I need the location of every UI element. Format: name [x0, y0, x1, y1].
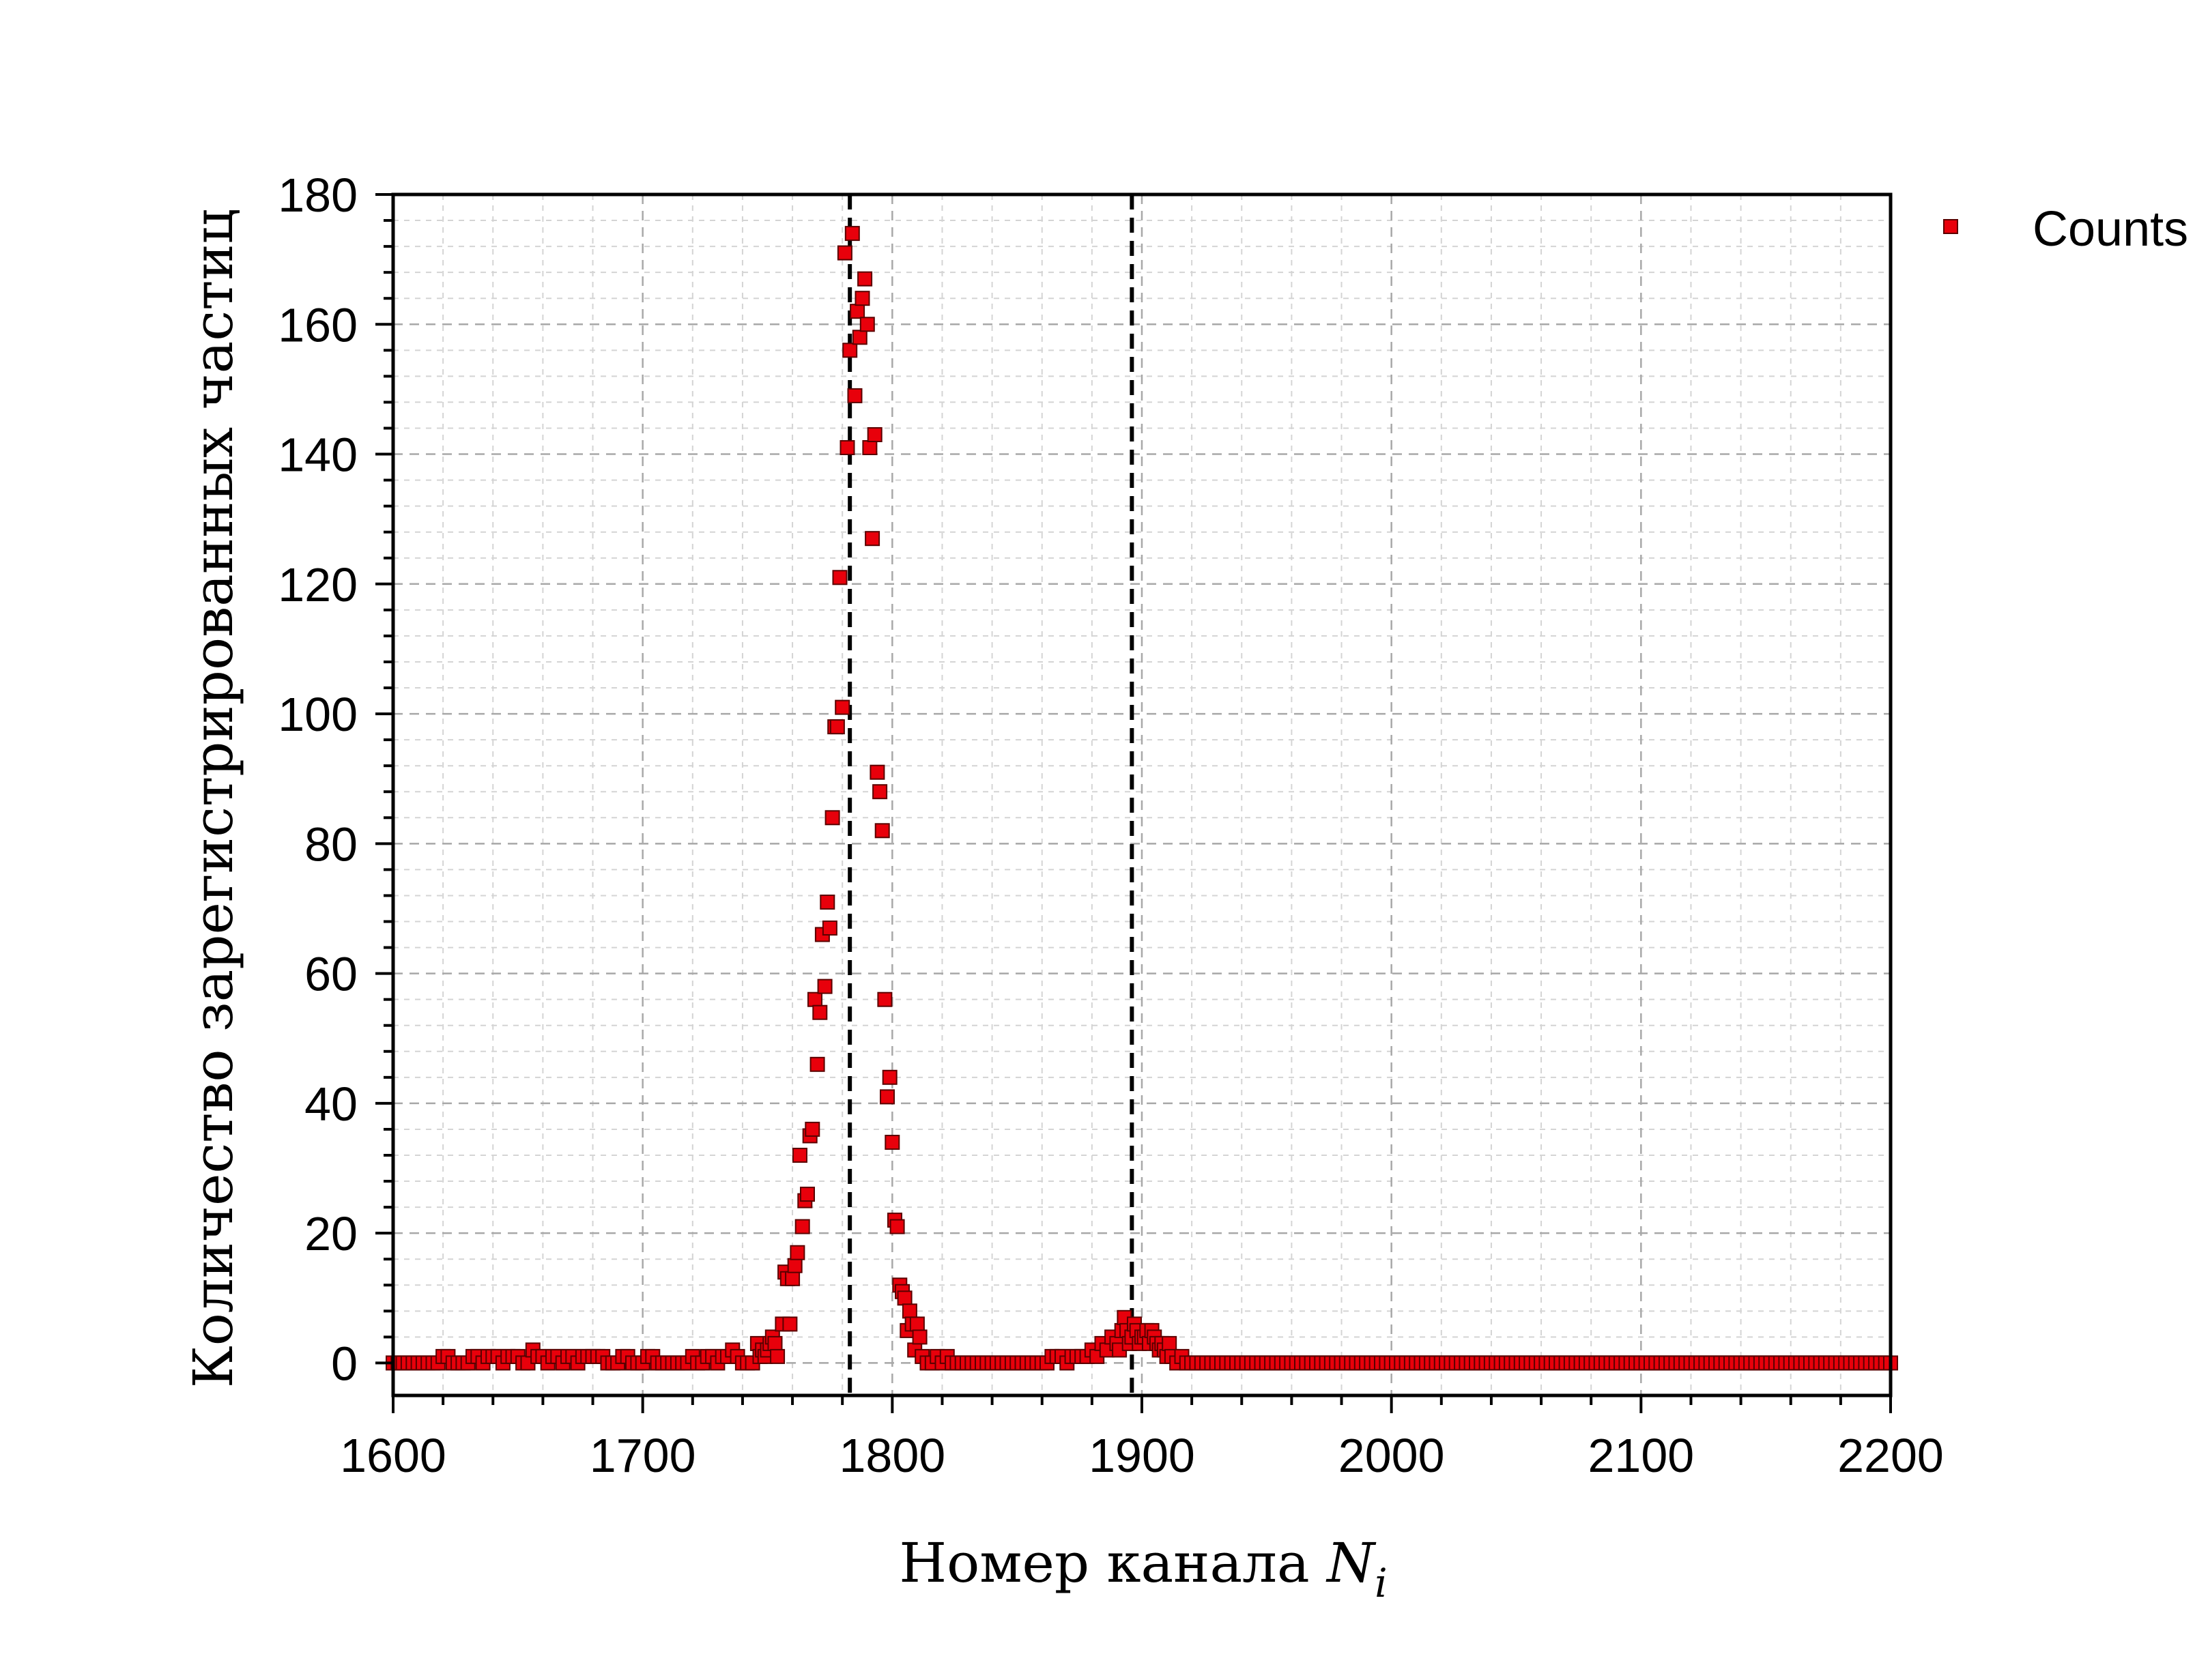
- x-tick-label: 2100: [1588, 1429, 1694, 1482]
- data-point: [872, 784, 888, 800]
- legend-label: Counts: [2033, 202, 2188, 257]
- data-point: [862, 440, 878, 455]
- y-tick-label: 0: [331, 1337, 358, 1390]
- y-tick-label: 140: [278, 429, 358, 482]
- data-point: [877, 991, 893, 1007]
- data-point: [1162, 1335, 1177, 1351]
- data-point: [812, 1004, 828, 1020]
- x-tick-label: 2200: [1837, 1429, 1944, 1482]
- data-point: [835, 699, 850, 715]
- x-axis-title: Номер канала Ni: [899, 1531, 1387, 1606]
- data-point: [800, 1187, 815, 1202]
- data-point: [822, 921, 837, 936]
- x-tick-label: 1700: [590, 1429, 696, 1482]
- data-point: [857, 271, 873, 287]
- data-point: [820, 895, 835, 910]
- data-point: [807, 991, 822, 1007]
- y-axis-title: Количество зарегистрированных частиц: [182, 209, 245, 1388]
- data-point: [850, 304, 865, 319]
- x-tick-label: 1600: [340, 1429, 446, 1482]
- data-point: [840, 440, 855, 455]
- data-point: [882, 1069, 898, 1085]
- y-tick-label: 80: [304, 817, 358, 871]
- data-point: [855, 291, 870, 306]
- data-point: [909, 1316, 925, 1332]
- data-point: [865, 531, 880, 547]
- data-point: [867, 427, 883, 442]
- data-point: [837, 245, 852, 261]
- x-tick-label: 2000: [1338, 1429, 1445, 1482]
- data-point: [902, 1303, 917, 1319]
- data-point: [870, 764, 885, 780]
- data-point: [817, 979, 833, 994]
- data-point: [829, 719, 845, 735]
- legend-marker: [1943, 219, 1958, 234]
- data-point: [889, 1219, 905, 1234]
- axis-ticks: [375, 193, 1892, 1413]
- data-point: [859, 317, 875, 332]
- data-point: [842, 343, 858, 358]
- data-point: [844, 226, 860, 242]
- x-tick-label: 1900: [1089, 1429, 1195, 1482]
- data-point: [787, 1258, 803, 1273]
- y-tick-label: 20: [304, 1207, 358, 1260]
- x-tick-label: 1800: [839, 1429, 945, 1482]
- tick-labels: 1600 1700 1800 1900 2000 2100 2200 0 20 40 60 80 100…: [278, 169, 1944, 1482]
- data-point: [785, 1271, 801, 1286]
- data-point: [885, 1135, 900, 1150]
- data-point: [770, 1348, 786, 1364]
- data-point: [852, 330, 867, 345]
- legend: Counts: [1943, 202, 2188, 257]
- data-point: [824, 810, 840, 826]
- data-point: [767, 1335, 783, 1351]
- y-tick-label: 60: [304, 948, 358, 1001]
- data-point: [897, 1290, 913, 1306]
- data-point: [790, 1245, 805, 1260]
- data-points: [386, 226, 1898, 1371]
- data-point: [782, 1316, 798, 1332]
- data-point: [794, 1219, 810, 1234]
- data-point: [805, 1121, 820, 1137]
- data-point: [792, 1148, 807, 1163]
- y-tick-label: 180: [278, 169, 358, 222]
- data-point: [847, 388, 863, 403]
- y-tick-label: 160: [278, 298, 358, 351]
- data-point: [809, 1056, 825, 1072]
- data-point: [874, 823, 890, 839]
- y-tick-label: 100: [278, 688, 358, 741]
- y-tick-label: 120: [278, 558, 358, 611]
- data-point: [912, 1329, 928, 1345]
- y-tick-label: 40: [304, 1077, 358, 1131]
- data-point: [832, 570, 848, 585]
- data-point: [880, 1089, 895, 1105]
